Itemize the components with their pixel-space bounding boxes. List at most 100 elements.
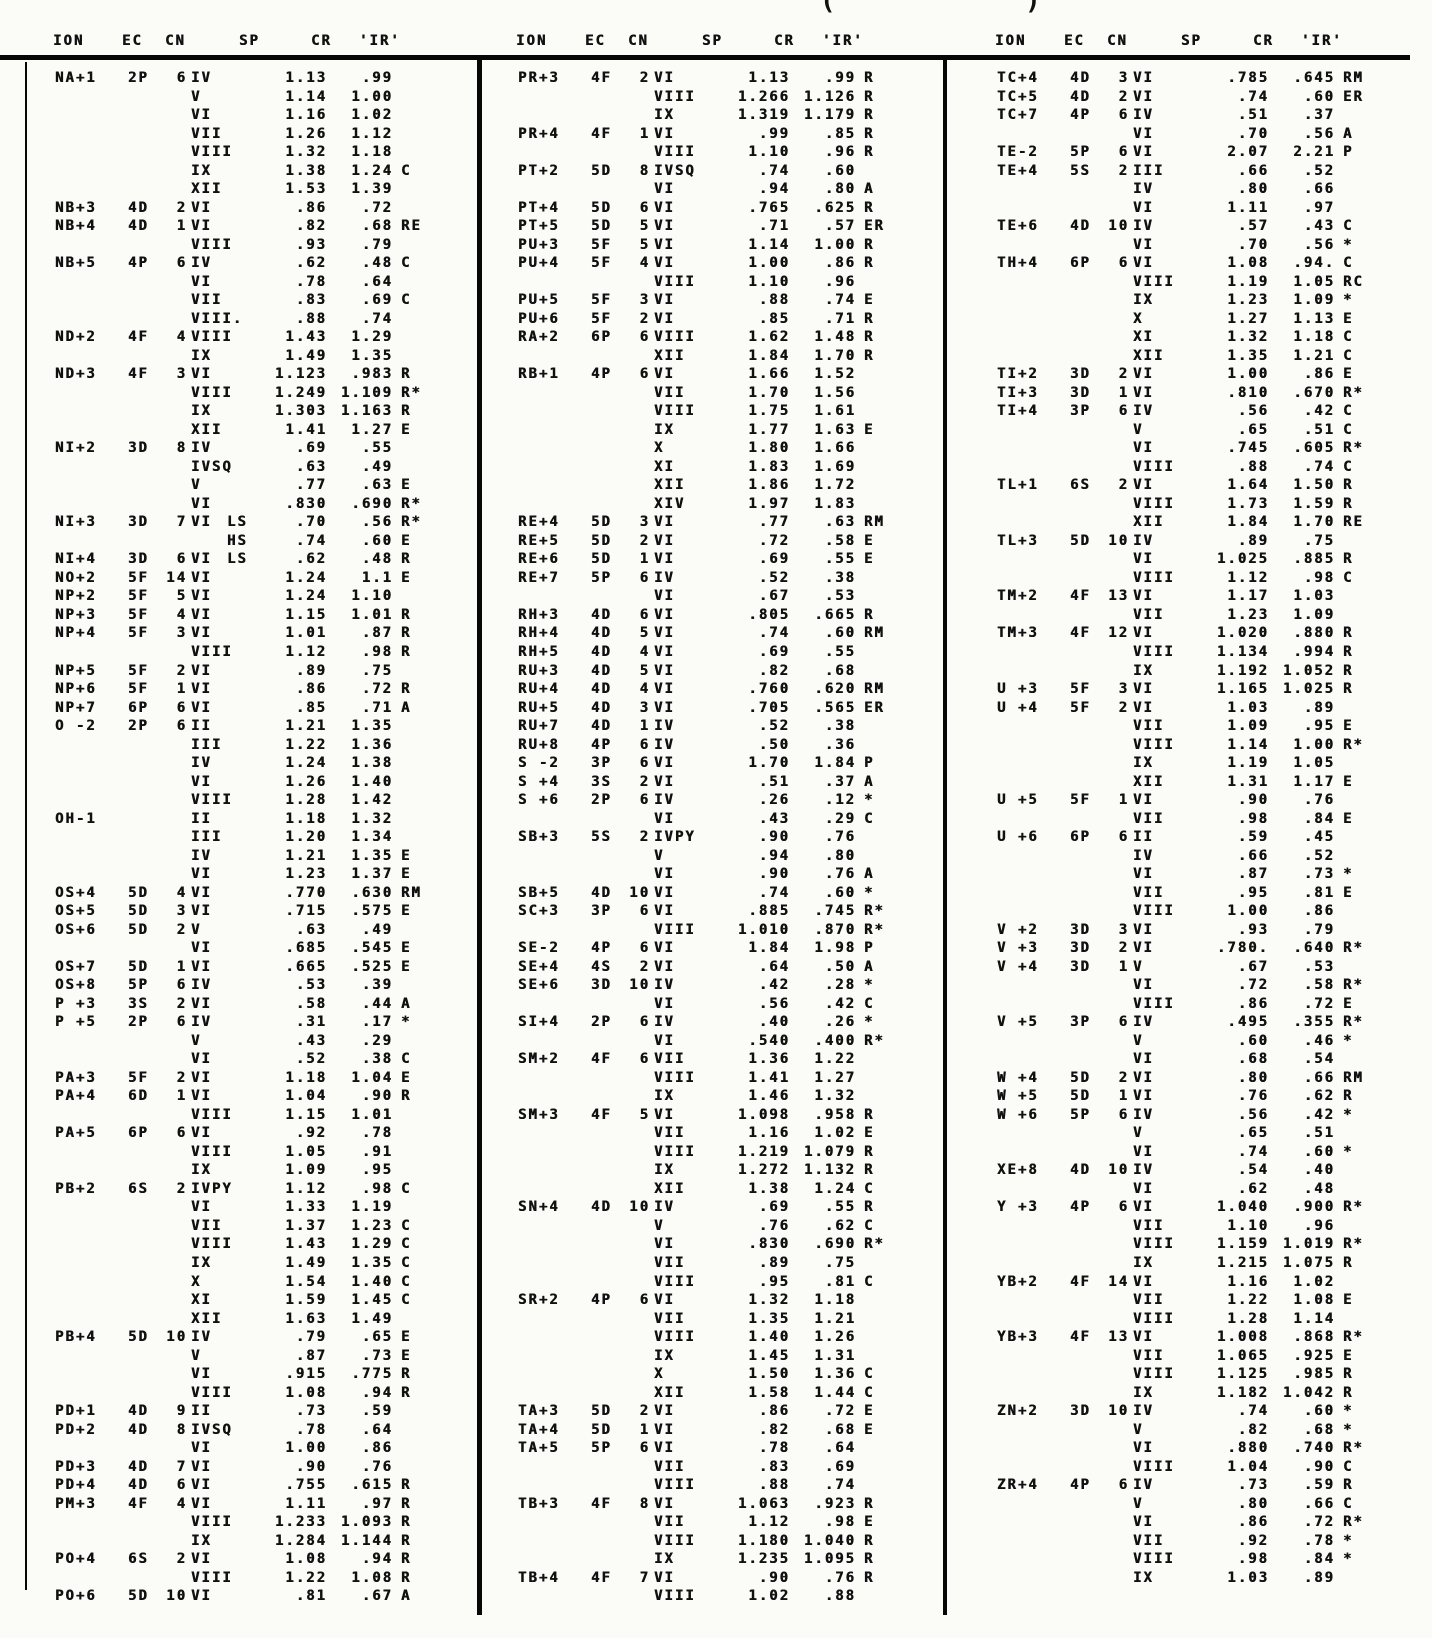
cell-cr: 1.11: [1227, 199, 1269, 216]
table-row: V .80.66 C: [997, 1496, 1409, 1515]
cell-cn: 1: [176, 218, 187, 235]
cell-ir: 1.72: [814, 477, 856, 494]
cell-cn: 2: [639, 1403, 650, 1420]
cell-ir: .690: [351, 495, 393, 512]
cell-cr: 1.43: [285, 1236, 327, 1253]
cell-cr: .665: [285, 958, 327, 975]
cell-ir: .355: [1293, 1014, 1335, 1031]
cell-coord: VI: [654, 681, 675, 698]
table-row: VI .540.400 R*: [518, 1033, 930, 1052]
cell-note: R*: [1343, 1199, 1364, 1216]
cell-ion: SE+4: [518, 958, 560, 975]
cell-cn: 4: [176, 1495, 187, 1512]
cell-note: R: [864, 1143, 875, 1160]
cell-ion: OS+5: [55, 903, 97, 920]
cell-cr: 1.45: [748, 1347, 790, 1364]
table-row: IVSQ .63.49: [55, 459, 467, 478]
cell-cr: .31: [295, 1014, 327, 1031]
cell-coord: VI: [654, 181, 675, 198]
cell-coord: IV: [1133, 1403, 1154, 1420]
cell-cr: 1.08: [285, 1551, 327, 1568]
cell-ir: .54: [1303, 1051, 1335, 1068]
cell-ir: .66: [1303, 1069, 1335, 1086]
cell-ion: NI+4: [55, 551, 97, 568]
table-row: NB+5 4P 6 IV .62.48 C: [55, 255, 467, 274]
cell-cr: 1.14: [1227, 736, 1269, 753]
table-row: RH+3 4D 6 VI .805.665 R: [518, 607, 930, 626]
cell-note: R*: [1343, 1329, 1364, 1346]
cell-ir: .620: [814, 681, 856, 698]
cell-ion: TE+4: [997, 162, 1039, 179]
header-sp: SP: [702, 33, 723, 49]
table-row: RB+1 4P 6 VI 1.66 1.52: [518, 366, 930, 385]
cell-ir: .98: [1303, 569, 1335, 586]
cell-note: A: [864, 181, 875, 198]
cell-ir: .51: [1303, 1125, 1335, 1142]
cell-ec: 5D: [128, 1329, 149, 1346]
cell-note: E: [401, 958, 412, 975]
cell-cr: .89: [1237, 532, 1269, 549]
cell-coord: IV: [1133, 181, 1154, 198]
cell-ec: 5P: [1070, 144, 1091, 161]
cell-note: *: [1343, 236, 1354, 253]
table-row: PA+3 5F 2 VI 1.18 1.04 E: [55, 1070, 467, 1089]
cell-coord: VI: [191, 606, 212, 623]
cell-ir: .86: [1303, 366, 1335, 383]
cell-coord: IVPY: [654, 829, 696, 846]
cell-cn: 4: [639, 643, 650, 660]
table-row: PU+6 5F 2 VI .85.71 R: [518, 311, 930, 330]
cell-note: RM: [864, 681, 885, 698]
table-row: VIII 1.22 1.08 R: [55, 1570, 467, 1589]
cell-ec: 3D: [1070, 366, 1091, 383]
cell-cr: 1.38: [285, 162, 327, 179]
cell-ir: .983: [351, 366, 393, 383]
cell-cn: 1: [639, 1421, 650, 1438]
cell-cr: 1.35: [1227, 347, 1269, 364]
cell-ir: 1.22: [814, 1051, 856, 1068]
cell-ir: .79: [1303, 921, 1335, 938]
cell-ion: TM+2: [997, 588, 1039, 605]
cell-ec: 4D: [128, 218, 149, 235]
cell-ion: OS+8: [55, 977, 97, 994]
cell-ec: 4F: [1070, 1329, 1091, 1346]
cell-note: C: [1343, 458, 1354, 475]
cell-coord: IV: [1133, 107, 1154, 124]
cell-coord: VI: [1133, 440, 1154, 457]
cell-coord: VI: [1133, 255, 1154, 272]
table-row: PU+4 5F 4 VI 1.00.86 R: [518, 255, 930, 274]
table-row: VII 1.35 1.21: [518, 1311, 930, 1330]
cell-ir: .79: [361, 236, 393, 253]
table-row: NP+4 5F 3 VI 1.01.87 R: [55, 625, 467, 644]
cell-ion: SM+2: [518, 1051, 560, 1068]
cell-cn: 2: [639, 532, 650, 549]
cell-cr: 1.010: [737, 921, 790, 938]
cell-ec: 6P: [128, 699, 149, 716]
cell-ir: .76: [824, 829, 856, 846]
cell-ir: .60: [361, 532, 393, 549]
cropped-title-paren-right: ): [1025, 0, 1043, 16]
cell-cr: .805: [748, 606, 790, 623]
cell-ec: 4D: [128, 1403, 149, 1420]
table-row: NA+1 2P 6 IV 1.13.99: [55, 70, 467, 89]
cell-cr: 1.26: [285, 125, 327, 142]
cell-cn: 6: [176, 255, 187, 272]
header-ir: 'IR': [359, 33, 401, 49]
table-row: RE+7 5P 6 IV .52.38: [518, 570, 930, 589]
cell-ir: .690: [814, 1236, 856, 1253]
cell-cr: .83: [295, 292, 327, 309]
cell-coord: XII: [1133, 347, 1165, 364]
cell-ir: 1.126: [803, 88, 856, 105]
cell-ir: 1.1: [361, 569, 393, 586]
cell-coord: V: [654, 847, 665, 864]
cell-note: R*: [864, 921, 885, 938]
cell-ion: TE+6: [997, 218, 1039, 235]
cell-cr: .57: [1237, 218, 1269, 235]
table-row: VI .72.58 R*: [997, 977, 1409, 996]
cell-cn: 6: [1118, 144, 1129, 161]
cell-ir: 1.32: [814, 1088, 856, 1105]
cell-cr: 1.065: [1216, 1347, 1269, 1364]
cell-coord: VII: [1133, 1532, 1165, 1549]
cell-ec: 5F: [128, 569, 149, 586]
table-row: RU+8 4P 6 IV .50.36: [518, 737, 930, 756]
table-row: VIII 1.125.985 R: [997, 1366, 1409, 1385]
